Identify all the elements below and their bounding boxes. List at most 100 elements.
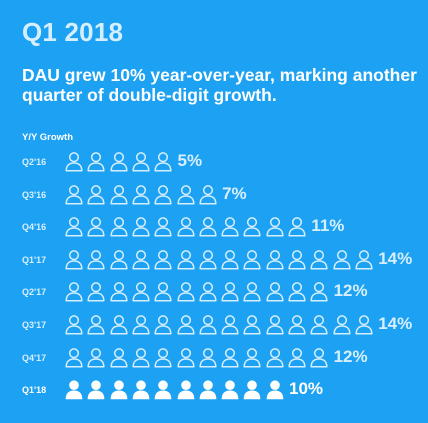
row-label: Q4'16 [22, 222, 47, 233]
chart-row: Q3'17 14% [0, 309, 428, 341]
person-icon-outline [65, 152, 83, 172]
person-icon-outline [266, 249, 284, 270]
person-icon-outline [154, 282, 172, 302]
person-icon-outline [176, 249, 195, 270]
person-icon-outline [199, 249, 217, 270]
person-icon-outline [110, 315, 128, 335]
person-icon-outline [199, 217, 217, 237]
person-icon-outline [87, 152, 105, 172]
person-icon-filled [132, 380, 150, 400]
person-icon-outline [154, 315, 172, 335]
person-icon-outline [154, 249, 172, 270]
chart-row: Q2'16 5% [0, 146, 428, 178]
person-icon-outline [176, 315, 195, 335]
row-label: Q2'16 [22, 157, 47, 167]
axis-label: Y/Y Growth [22, 132, 74, 143]
value-label: 11% [311, 216, 345, 236]
person-icon-outline [176, 184, 195, 205]
person-icon-outline [266, 347, 284, 368]
value-label: 14% [378, 248, 413, 268]
person-icon-outline [110, 249, 128, 270]
person-icon-outline [87, 347, 105, 368]
person-icon-outline [154, 184, 172, 205]
person-icon-outline [333, 249, 351, 270]
person-icon-outline [65, 249, 83, 270]
person-icon-outline [221, 282, 239, 302]
person-icon-outline [288, 315, 306, 335]
person-icon-outline [176, 347, 195, 368]
row-label: Q2'17 [22, 287, 47, 298]
person-icon-outline [310, 315, 328, 335]
person-icon-outline [65, 347, 83, 368]
person-icon-outline [288, 249, 306, 270]
person-icon-outline [65, 282, 83, 302]
row-label: Q4'17 [22, 352, 47, 363]
person-icon-filled [87, 380, 105, 400]
person-icon-outline [355, 249, 373, 270]
person-icon-outline [65, 315, 83, 335]
person-icon-outline [310, 282, 328, 302]
person-icon-outline [110, 152, 128, 172]
person-icon-outline [65, 217, 83, 237]
page-title: Q1 2018 [22, 17, 124, 47]
person-icon-outline [221, 347, 239, 368]
person-icon-outline [333, 315, 351, 335]
person-icon-outline [110, 217, 128, 237]
person-icon-outline [288, 282, 306, 302]
chart-row: Q4'16 11% [0, 211, 428, 243]
person-icon-outline [310, 347, 328, 368]
person-icon-outline [132, 217, 150, 237]
person-icon-outline [355, 315, 373, 335]
person-icon-outline [87, 282, 105, 302]
person-icon-outline [243, 249, 261, 270]
person-icon-outline [132, 347, 150, 368]
person-icon-outline [199, 315, 217, 335]
person-icon-outline [243, 347, 261, 368]
chart-row: Q3'16 7% [0, 179, 428, 211]
person-icon-outline [221, 315, 239, 335]
person-icon-filled [154, 380, 172, 400]
person-icon-outline [199, 347, 217, 368]
person-icon-outline [243, 217, 261, 237]
chart-row: Q1'18 10% [0, 374, 428, 406]
headline: DAU grew 10% year-over-year, marking ano… [22, 65, 417, 105]
value-label: 10% [289, 379, 324, 399]
person-icon-outline [266, 315, 284, 335]
person-icon-outline [221, 249, 239, 270]
person-icon-outline [132, 152, 150, 172]
value-label: 5% [177, 151, 203, 170]
person-icon-filled [199, 380, 217, 400]
value-label: 12% [333, 346, 368, 366]
person-icon-filled [110, 380, 127, 400]
person-icon-outline [110, 347, 128, 368]
person-icon-outline [243, 315, 261, 335]
person-icon-outline [221, 217, 239, 237]
person-icon-outline [288, 347, 306, 368]
person-icon-outline [154, 217, 172, 237]
person-icon-outline [243, 282, 261, 302]
chart-row: Q1'17 14% [0, 244, 428, 276]
person-icon-outline [132, 315, 150, 335]
person-icon-outline [110, 282, 128, 302]
person-icon-outline [266, 217, 284, 237]
value-label: 7% [222, 183, 247, 203]
person-icon-outline [154, 347, 172, 368]
person-icon-outline [176, 217, 195, 237]
person-icon-outline [310, 249, 328, 270]
person-icon-outline [132, 184, 150, 205]
row-label: Q3'16 [22, 189, 47, 200]
person-icon-outline [87, 184, 105, 205]
value-label: 14% [378, 314, 413, 333]
person-icon-outline [154, 152, 172, 172]
person-icon-filled [244, 380, 261, 400]
chart-row: Q4'17 12% [0, 342, 428, 374]
person-icon-outline [65, 184, 83, 205]
person-icon-filled [65, 380, 83, 400]
row-label: Q1'18 [22, 385, 47, 396]
person-icon-outline [87, 217, 105, 237]
person-icon-outline [87, 315, 105, 335]
row-label: Q3'17 [22, 320, 47, 330]
person-icon-filled [221, 380, 239, 400]
person-icon-outline [110, 184, 128, 205]
